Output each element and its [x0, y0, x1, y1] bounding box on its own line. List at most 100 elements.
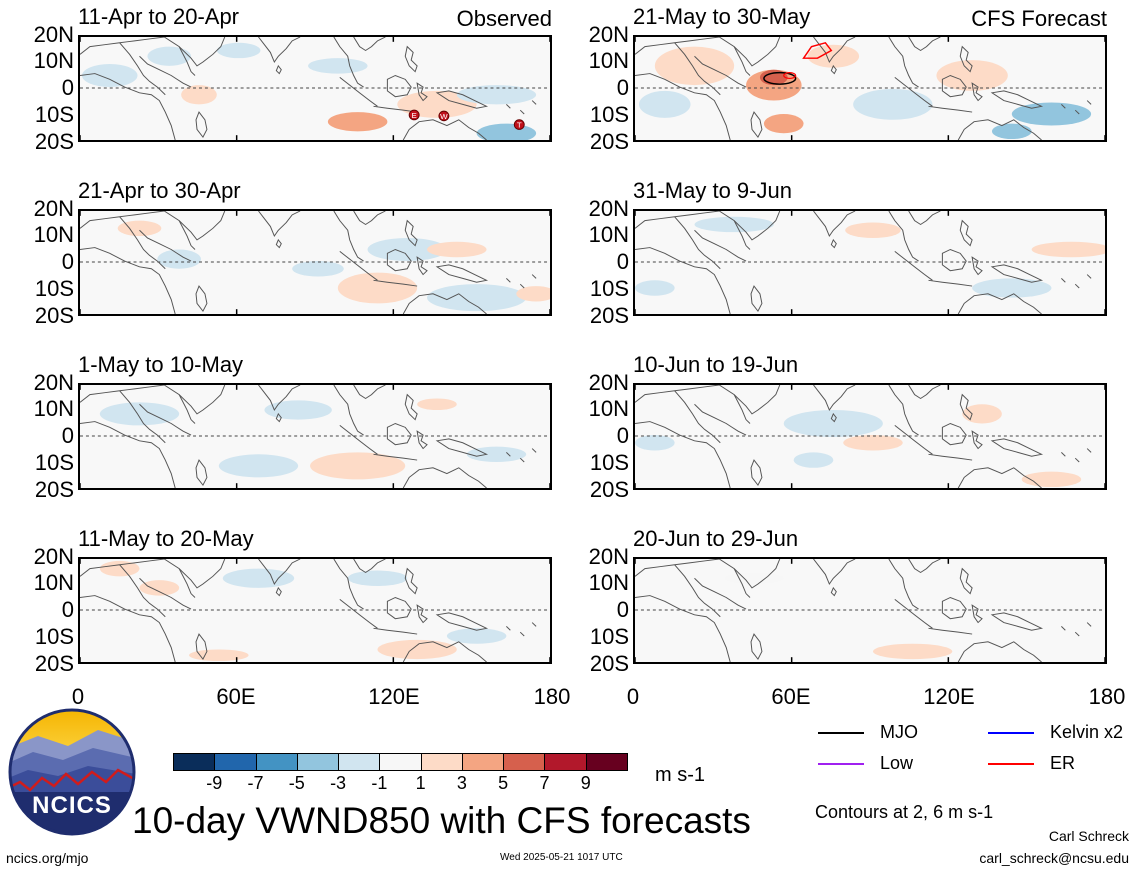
coastline — [694, 403, 747, 436]
coastline — [733, 220, 751, 250]
anomaly-shading — [81, 63, 138, 88]
coastline — [941, 422, 967, 446]
coastline — [813, 559, 856, 586]
coastline — [719, 211, 781, 241]
coastline — [435, 90, 489, 109]
map-panel — [633, 383, 1107, 490]
coastline — [908, 37, 941, 52]
coastline — [971, 430, 983, 450]
coastline — [1061, 278, 1066, 283]
coastline — [386, 74, 412, 98]
colorbar-swatch — [461, 753, 505, 771]
coastline — [386, 596, 412, 620]
coastline — [813, 37, 856, 64]
coastline — [635, 421, 731, 488]
coastline — [894, 251, 933, 281]
er-contour — [783, 72, 797, 79]
coastline — [888, 211, 919, 262]
coastline — [957, 641, 1042, 662]
lat-label: 10N — [33, 570, 74, 595]
anomaly-shading — [327, 112, 388, 132]
footer-timestamp: Wed 2025-05-21 1017 UTC — [500, 852, 623, 863]
coastline — [674, 564, 721, 618]
legend-line — [988, 732, 1034, 734]
anomaly-shading — [991, 123, 1032, 140]
coastline — [386, 248, 412, 272]
footer-url[interactable]: ncics.org/mjo — [6, 850, 89, 866]
coastline — [519, 631, 525, 637]
ncics-logo: NCICS — [8, 708, 136, 836]
colorbar-label: -1 — [371, 773, 388, 793]
anomaly-shading — [962, 404, 1002, 424]
svg-text:W: W — [440, 112, 448, 121]
coastline — [971, 256, 983, 276]
coastline — [402, 641, 487, 662]
lat-label: 20S — [34, 477, 74, 502]
footer-email[interactable]: carl_schreck@ncsu.edu — [979, 850, 1129, 866]
coastline — [339, 425, 378, 455]
svg-text:T: T — [517, 121, 522, 130]
lat-label: 20S — [589, 129, 629, 154]
svg-text:E: E — [412, 111, 417, 120]
anomaly-shading — [347, 570, 408, 586]
anomaly-shading — [635, 435, 675, 451]
coastline — [435, 264, 489, 283]
coastline — [635, 595, 731, 662]
anomaly-shading — [264, 400, 332, 420]
map-panel — [633, 35, 1107, 142]
coastline — [888, 385, 919, 436]
coastline — [635, 73, 731, 140]
legend-label: Kelvin x2 — [1050, 722, 1124, 742]
coastline — [941, 248, 967, 272]
panel-title: 1-May to 10-May — [78, 352, 244, 377]
colorbar-swatch — [503, 753, 546, 771]
anomaly-shading — [635, 280, 675, 296]
colorbar-label: 3 — [456, 773, 467, 793]
coastline — [719, 559, 781, 589]
coastline — [416, 604, 428, 624]
coastline — [694, 229, 747, 262]
coastline — [404, 567, 418, 595]
coastline — [275, 238, 282, 249]
lat-label: 10S — [589, 276, 629, 301]
coastline — [957, 119, 1042, 140]
legend-label: MJO — [880, 722, 918, 742]
coastline — [386, 422, 412, 446]
coastline — [971, 604, 983, 624]
lat-label: 20S — [34, 303, 74, 328]
anomaly-shading — [694, 216, 774, 233]
map-panel: E W T — [78, 35, 552, 142]
anomaly-shading — [936, 60, 1008, 91]
coastline — [333, 559, 364, 610]
coastline — [164, 385, 226, 415]
coastline — [353, 211, 386, 226]
anomaly-shading — [427, 284, 527, 312]
anomaly-shading — [99, 402, 180, 426]
coastline — [164, 37, 226, 67]
coastline — [959, 567, 973, 595]
coastline — [119, 390, 166, 444]
coastline — [519, 109, 525, 115]
coastline — [195, 633, 208, 661]
colorbar-swatch — [544, 753, 587, 771]
lon-label: 60E — [771, 684, 811, 709]
anomaly-shading — [843, 435, 903, 451]
coastline — [506, 452, 511, 457]
lat-label: 20N — [588, 544, 629, 569]
anomaly-shading — [181, 85, 217, 105]
anomaly-shading — [972, 278, 1052, 298]
coastline — [894, 599, 933, 629]
coastline — [957, 467, 1042, 488]
coastline — [674, 390, 721, 444]
anomaly-shading — [793, 452, 834, 468]
lat-label: 10N — [33, 48, 74, 73]
storm-marker: T — [513, 119, 525, 130]
coastline — [830, 412, 837, 423]
coastline — [694, 577, 747, 610]
legend-line — [818, 763, 864, 765]
coastline — [339, 599, 378, 629]
coastline — [353, 37, 386, 52]
colorbar-label: 7 — [539, 773, 550, 793]
map-panel — [633, 557, 1107, 664]
lat-label: 0 — [616, 75, 629, 100]
